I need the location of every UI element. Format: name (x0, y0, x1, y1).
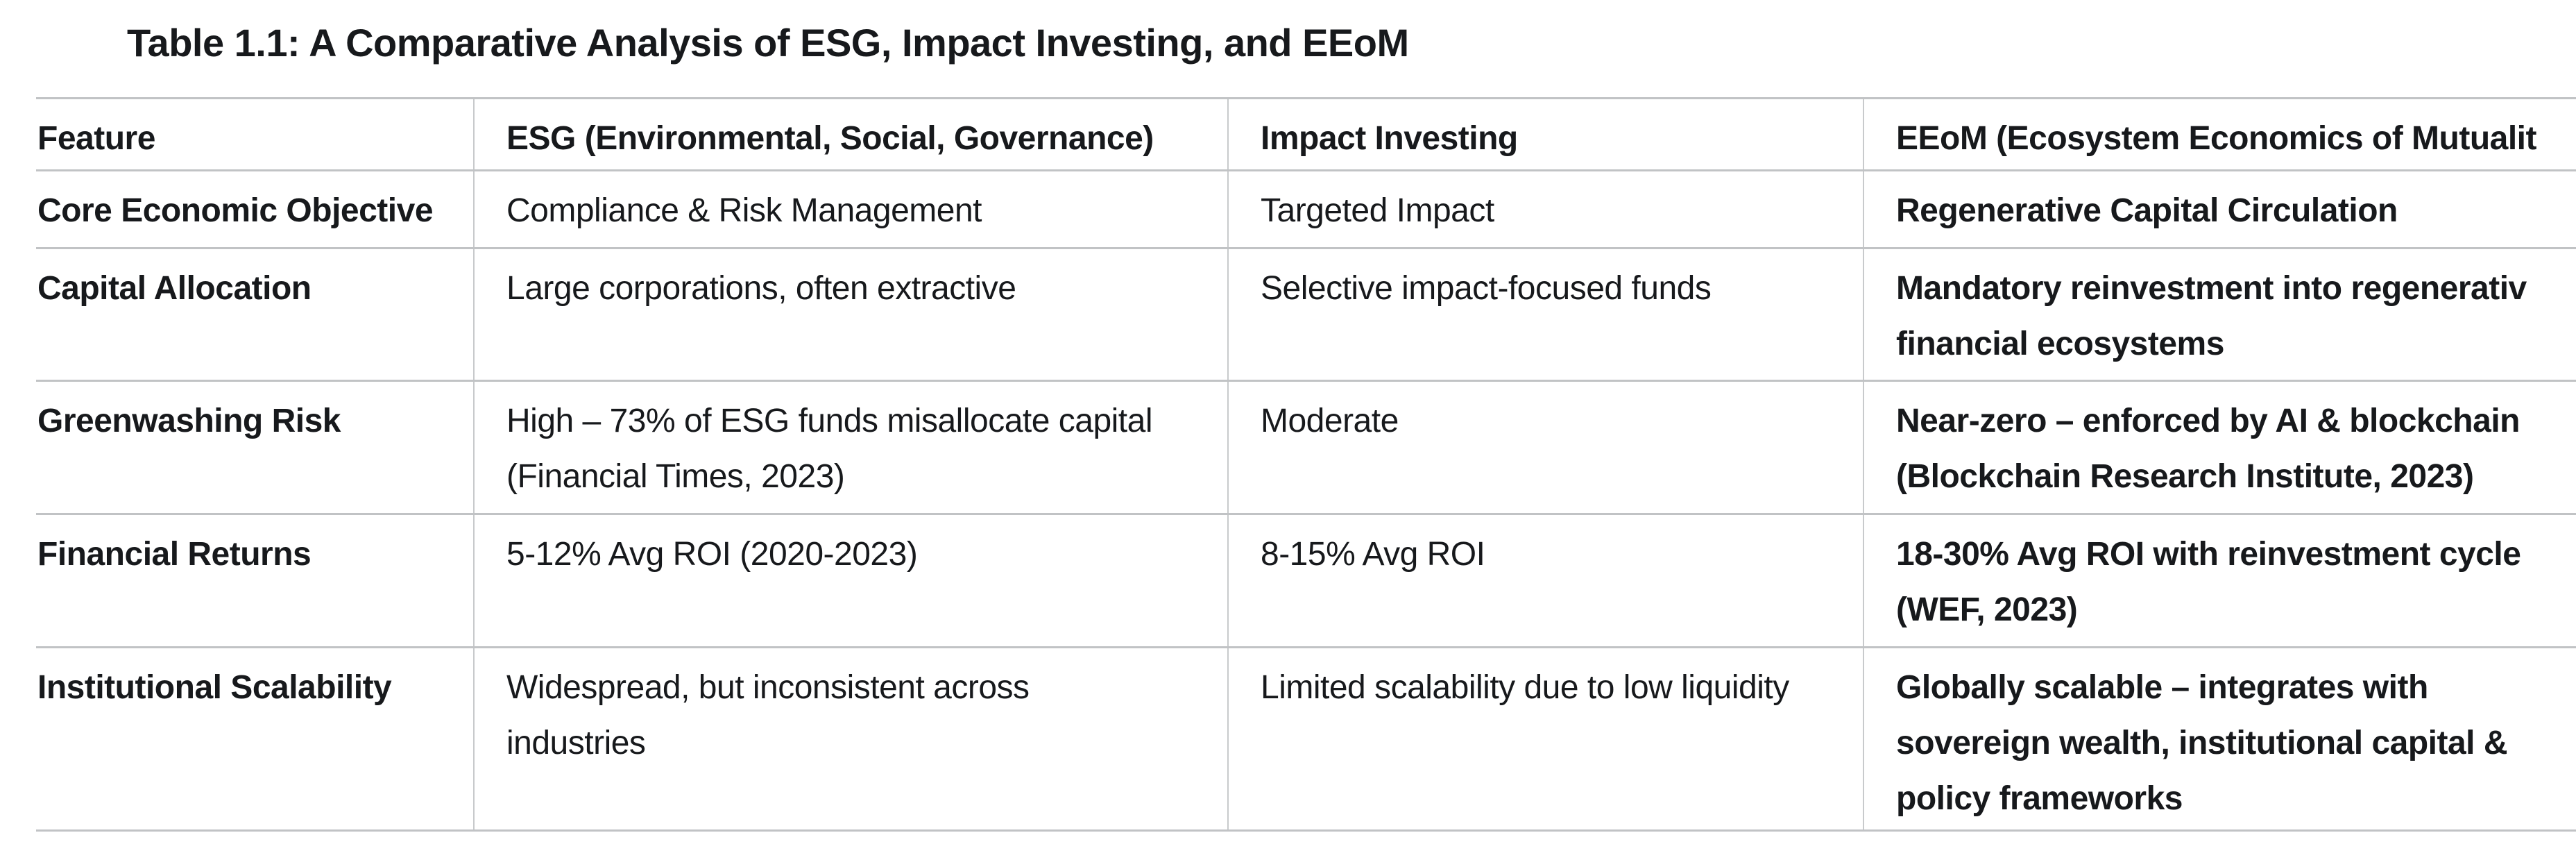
cell-feature: Core Economic Objective (36, 169, 474, 248)
cell-feature: Greenwashing Risk (36, 380, 474, 514)
cell-impact: Selective impact-focused funds (1227, 247, 1863, 381)
table-row: Financial Returns 5-12% Avg ROI (2020-20… (36, 513, 2576, 648)
header-cell-impact: Impact Investing (1227, 97, 1863, 171)
comparison-table: Feature ESG (Environmental, Social, Gove… (36, 97, 2576, 832)
cell-eeom: Mandatory reinvestment into regenerativ … (1863, 247, 2576, 381)
table-title: Table 1.1: A Comparative Analysis of ESG… (127, 21, 1409, 65)
cell-esg: Large corporations, often extractive (473, 247, 1228, 381)
cell-esg: 5-12% Avg ROI (2020-2023) (473, 513, 1228, 648)
cell-eeom: Near-zero – enforced by AI & blockchain … (1863, 380, 2576, 514)
cell-feature: Institutional Scalability (36, 646, 474, 832)
table-row: Core Economic Objective Compliance & Ris… (36, 169, 2576, 248)
cell-impact: Targeted Impact (1227, 169, 1863, 248)
cell-feature: Financial Returns (36, 513, 474, 648)
cell-feature: Capital Allocation (36, 247, 474, 381)
cell-impact: 8-15% Avg ROI (1227, 513, 1863, 648)
header-cell-eeom: EEoM (Ecosystem Economics of Mutualit (1863, 97, 2576, 171)
cell-esg: High – 73% of ESG funds misallocate capi… (473, 380, 1228, 514)
cell-impact: Limited scalability due to low liquidity (1227, 646, 1863, 832)
cell-impact: Moderate (1227, 380, 1863, 514)
table-row: Institutional Scalability Widespread, bu… (36, 646, 2576, 832)
cell-eeom: Globally scalable – integrates with sove… (1863, 646, 2576, 832)
cell-eeom: Regenerative Capital Circulation (1863, 169, 2576, 248)
cell-esg: Widespread, but inconsistent across indu… (473, 646, 1228, 832)
table-header-row: Feature ESG (Environmental, Social, Gove… (36, 97, 2576, 171)
header-cell-esg: ESG (Environmental, Social, Governance) (473, 97, 1228, 171)
table-row: Capital Allocation Large corporations, o… (36, 247, 2576, 381)
header-cell-feature: Feature (36, 97, 474, 171)
table-row: Greenwashing Risk High – 73% of ESG fund… (36, 380, 2576, 514)
cell-eeom: 18-30% Avg ROI with reinvestment cycle (… (1863, 513, 2576, 648)
cell-esg: Compliance & Risk Management (473, 169, 1228, 248)
